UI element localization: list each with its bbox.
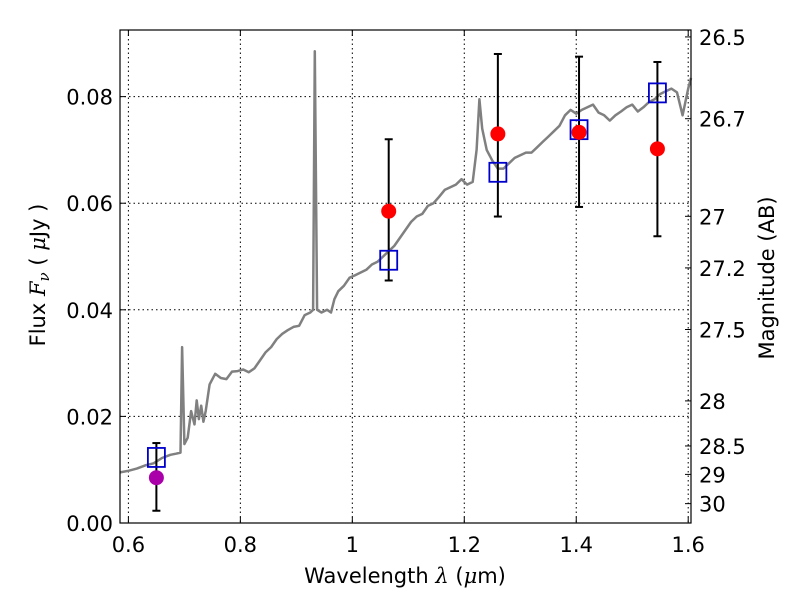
spectrum-line bbox=[119, 50, 693, 474]
model-series bbox=[146, 82, 667, 468]
observed-point bbox=[381, 203, 397, 219]
observed-series bbox=[148, 124, 665, 486]
model-point bbox=[648, 82, 667, 104]
magnitude-axis-label: Magnitude (AB) bbox=[755, 196, 779, 359]
model-point bbox=[146, 447, 166, 468]
y-tick-label: 0.02 bbox=[66, 405, 113, 429]
magnitude-tick-label: 27 bbox=[699, 205, 726, 229]
axis-ticks: 0.6 0.8 1 1.2 1.4 1.6 0.00 0.02 0.04 0.06 0.08 26.5… bbox=[66, 26, 746, 557]
y-tick-label: 0.04 bbox=[66, 299, 113, 323]
observed-point bbox=[490, 126, 506, 142]
x-tick-label: 1.2 bbox=[448, 533, 481, 557]
magnitude-tick-label: 26.7 bbox=[699, 108, 746, 132]
x-tick-label: 1.4 bbox=[560, 533, 593, 557]
y-axis-label: Flux Fν ( μJy ) bbox=[26, 204, 53, 347]
plot-frame bbox=[119, 29, 692, 524]
x-tick-label: 0.8 bbox=[224, 533, 257, 557]
magnitude-tick-label: 26.5 bbox=[699, 26, 746, 50]
x-axis-label: Wavelength λ (μm) bbox=[304, 564, 506, 588]
magnitude-tick-label: 28 bbox=[699, 390, 726, 414]
x-tick-label: 1 bbox=[346, 533, 359, 557]
spectrum-series bbox=[119, 50, 693, 474]
y-tick-label: 0.06 bbox=[66, 192, 113, 216]
errorbar-series bbox=[152, 52, 662, 512]
grid bbox=[120, 30, 691, 523]
model-point bbox=[379, 249, 399, 271]
magnitude-tick-label: 28.5 bbox=[699, 435, 746, 459]
model-point bbox=[488, 161, 508, 183]
observed-point bbox=[649, 141, 665, 157]
x-tick-label: 1.6 bbox=[671, 533, 704, 557]
observed-point bbox=[148, 470, 164, 486]
y-tick-label: 0.08 bbox=[66, 86, 113, 110]
magnitude-tick-label: 27.5 bbox=[699, 318, 746, 342]
magnitude-tick-label: 30 bbox=[699, 493, 726, 517]
x-tick-label: 0.6 bbox=[112, 533, 145, 557]
magnitude-tick-label: 29 bbox=[699, 463, 726, 487]
magnitude-tick-label: 27.2 bbox=[699, 257, 746, 281]
y-tick-label: 0.00 bbox=[66, 512, 113, 536]
observed-point bbox=[571, 124, 587, 140]
